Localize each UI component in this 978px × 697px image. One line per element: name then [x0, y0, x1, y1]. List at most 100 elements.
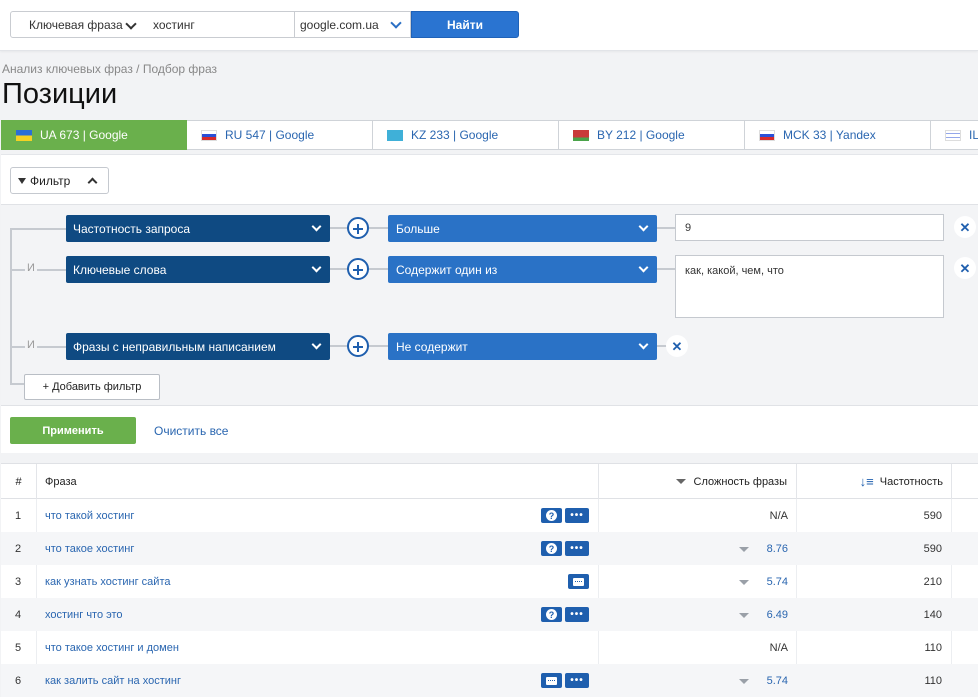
column-frequency[interactable]: ↓≡ Частотность	[797, 464, 952, 499]
phrase-link[interactable]: что такое хостинг	[45, 542, 135, 555]
difficulty-dropdown-icon[interactable]	[739, 679, 749, 684]
remove-rule-icon[interactable]: ✕	[954, 257, 976, 279]
column-label: Частотность	[879, 475, 943, 488]
phrase-link[interactable]: как узнать хостинг сайта	[45, 575, 171, 588]
tab-ua[interactable]: UA 673 | Google	[1, 120, 187, 150]
tab-label: RU 547 | Google	[225, 128, 315, 142]
difficulty-value[interactable]: 6.49	[766, 608, 788, 621]
kazakhstan-flag-icon	[387, 129, 403, 141]
frequency-value: 140	[923, 608, 942, 621]
rule-operator-label: Не содержит	[396, 339, 468, 354]
chevron-down-icon	[638, 262, 649, 273]
column-label: #	[15, 475, 22, 488]
chevron-down-icon	[390, 17, 402, 29]
column-divider	[796, 464, 797, 694]
search-type-label: Ключевая фраза	[29, 17, 123, 32]
chevron-up-icon	[87, 177, 98, 188]
tab-il[interactable]: IL	[931, 120, 978, 150]
more-icon[interactable]: •••	[565, 541, 589, 556]
tab-label: KZ 233 | Google	[411, 128, 499, 142]
funnel-icon	[18, 177, 26, 184]
table-header: # Фраза Сложность фразы ↓≡ Частотность	[1, 464, 978, 499]
add-condition-icon[interactable]	[347, 258, 369, 280]
difficulty-dropdown-icon[interactable]	[739, 580, 749, 585]
tab-kz[interactable]: KZ 233 | Google	[373, 120, 559, 150]
more-icon[interactable]: •••	[565, 508, 589, 523]
rule-operator-select[interactable]: Больше	[388, 215, 657, 242]
row-icons: •••	[541, 664, 589, 697]
tab-msk[interactable]: MCK 33 | Yandex	[745, 120, 931, 150]
phrase-link[interactable]: как залить сайт на хостинг	[45, 674, 181, 687]
filter-toggle-label: Фильтр	[30, 173, 71, 188]
row-number: 6	[15, 674, 22, 687]
search-type-select[interactable]: Ключевая фраза	[10, 11, 145, 38]
rule-field-label: Частотность запроса	[73, 221, 191, 236]
rule-field-label: Ключевые слова	[73, 262, 167, 277]
search-input[interactable]	[144, 11, 295, 38]
add-filter-button[interactable]: + Добавить фильтр	[24, 374, 160, 400]
add-condition-icon[interactable]	[347, 335, 369, 357]
chevron-down-icon	[638, 339, 649, 350]
chevron-down-icon	[638, 221, 649, 232]
phrase-link[interactable]: что такой хостинг	[45, 509, 135, 522]
tab-ru[interactable]: RU 547 | Google	[187, 120, 373, 150]
russia-flag-icon	[201, 129, 217, 141]
rule-operator-select[interactable]: Не содержит	[388, 333, 657, 360]
question-icon[interactable]: ?	[541, 541, 562, 556]
rule-value-input[interactable]	[675, 214, 944, 241]
row-number: 2	[15, 542, 22, 555]
column-difficulty[interactable]: Сложность фразы	[599, 464, 797, 499]
phrase-link[interactable]: хостинг что это	[45, 608, 123, 621]
column-num: #	[1, 464, 37, 499]
add-condition-icon[interactable]	[347, 217, 369, 239]
tree-connector	[10, 228, 12, 383]
search-engine-select[interactable]: google.com.ua	[294, 11, 411, 38]
column-phrase[interactable]: Фраза	[37, 464, 599, 499]
apply-button[interactable]: Применить	[10, 417, 136, 444]
row-number: 1	[15, 509, 22, 522]
page-title: Позиции	[2, 78, 118, 110]
tree-connector	[10, 383, 24, 385]
rule-operator-select[interactable]: Содержит один из	[388, 256, 657, 283]
rule-field-select[interactable]: Фразы с неправильным написанием	[66, 333, 330, 360]
remove-rule-icon[interactable]: ✕	[666, 335, 688, 357]
difficulty-dropdown-icon[interactable]	[739, 613, 749, 618]
question-icon[interactable]: ?	[541, 508, 562, 523]
column-divider	[36, 464, 37, 694]
rule-value-textarea[interactable]: как, какой, чем, что	[675, 255, 944, 318]
table-row: 4 хостинг что это ? ••• 6.49 140	[1, 598, 978, 631]
remove-rule-icon[interactable]: ✕	[954, 216, 976, 238]
more-icon[interactable]: •••	[565, 673, 589, 688]
search-bar: Ключевая фраза google.com.ua Найти	[0, 0, 978, 51]
tab-label: MCK 33 | Yandex	[783, 128, 876, 142]
chevron-down-icon	[311, 262, 322, 273]
row-icons: ? •••	[541, 532, 589, 565]
difficulty-dropdown-icon[interactable]	[739, 547, 749, 552]
comment-icon[interactable]	[568, 574, 589, 589]
search-engine-label: google.com.ua	[300, 17, 379, 32]
tree-connector	[10, 346, 66, 348]
row-icons: ? •••	[541, 598, 589, 631]
and-label: И	[25, 339, 37, 351]
comment-icon[interactable]	[541, 673, 562, 688]
tab-by[interactable]: BY 212 | Google	[559, 120, 745, 150]
and-label: И	[25, 262, 37, 274]
more-icon[interactable]: •••	[565, 607, 589, 622]
rule-field-select[interactable]: Ключевые слова	[66, 256, 330, 283]
clear-all-link[interactable]: Очистить все	[154, 424, 229, 438]
difficulty-value[interactable]: 5.74	[766, 674, 788, 687]
question-icon[interactable]: ?	[541, 607, 562, 622]
tab-label: IL	[969, 128, 978, 142]
frequency-value: 110	[924, 674, 942, 687]
table-row: 3 как узнать хостинг сайта 5.74 210	[1, 565, 978, 598]
find-button[interactable]: Найти	[411, 11, 519, 38]
difficulty-value[interactable]: 8.76	[766, 542, 788, 555]
tab-label: BY 212 | Google	[597, 128, 685, 142]
phrase-link[interactable]: что такое хостинг и домен	[45, 641, 179, 654]
rule-field-select[interactable]: Частотность запроса	[66, 215, 330, 242]
chevron-down-icon	[311, 221, 322, 232]
table-row: 5 что такое хостинг и домен N/A 110	[1, 631, 978, 664]
row-number: 4	[15, 608, 22, 621]
filter-toggle-button[interactable]: Фильтр	[10, 167, 109, 194]
difficulty-value[interactable]: 5.74	[766, 575, 788, 588]
